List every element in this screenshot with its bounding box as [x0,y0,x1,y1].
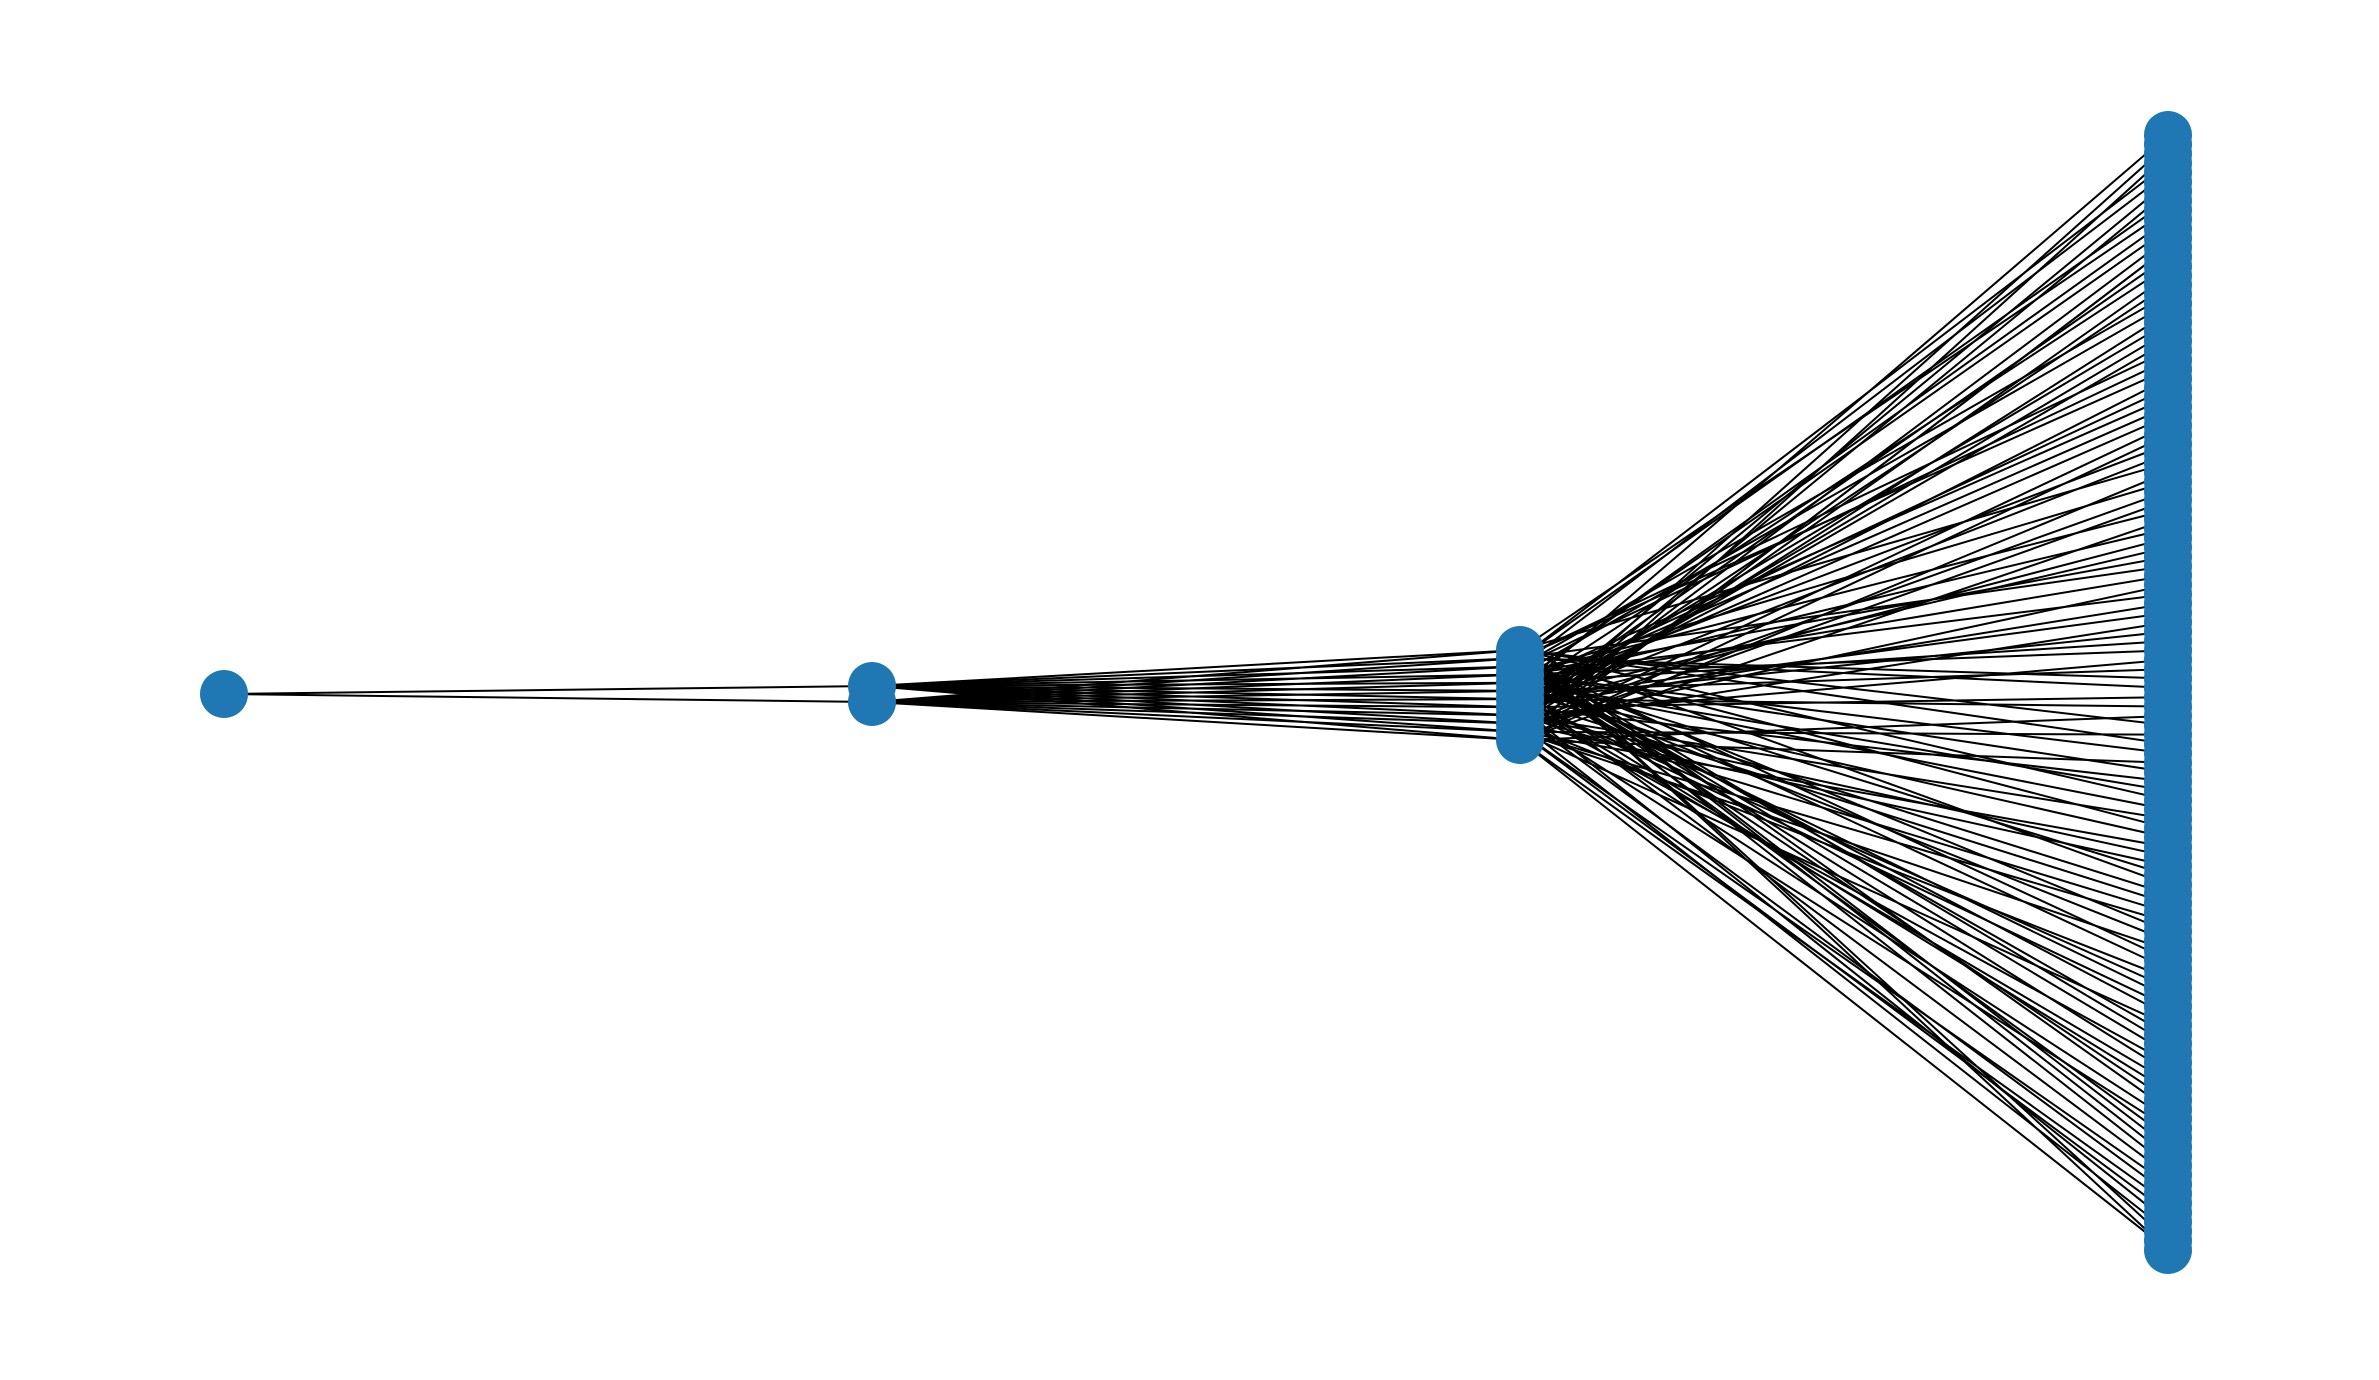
edge [1519,340,2169,717]
edge [1519,143,2169,725]
edge [1519,665,2169,970]
edge [1519,508,2169,676]
edge [1519,706,2169,1223]
edge [1519,730,2169,1027]
edge [1519,689,2169,839]
edge [1519,714,2169,1195]
edge [871,673,1521,703]
edge [871,701,1521,741]
edge [1519,518,2169,741]
edge [1519,583,2169,725]
edge [871,649,1521,703]
edge [1519,639,2169,684]
edge [1519,730,2169,1186]
edge [1519,665,2169,933]
edge [1519,433,2169,741]
edge [1519,739,2169,1204]
edge [1519,330,2169,717]
edge [871,698,1521,703]
edge [1519,246,2169,741]
edge [1519,227,2169,684]
edge [1519,714,2169,858]
edge [1519,706,2169,783]
graph-node-layer-1 [848,678,896,726]
edge [1519,265,2169,692]
edge [871,657,1521,687]
edge [1519,274,2169,733]
graph-node-layer-3 [2144,1226,2192,1274]
edge [1519,739,2169,764]
edge [1519,536,2169,709]
edge [1519,302,2169,676]
edge [871,701,1521,733]
edge [1519,730,2169,924]
graph-node-layer-2 [1496,716,1544,764]
edge [1519,730,2169,849]
edge [1519,714,2169,1130]
edge [1519,690,2169,1176]
edge [1519,722,2169,980]
edge [871,701,1521,717]
graph-node-layer-0 [200,670,248,718]
edge [1519,698,2169,1083]
edge [1519,649,2169,1148]
edge [1519,461,2169,651]
edge [871,701,1521,725]
edge [871,649,1521,687]
edge [871,665,1521,703]
edge [1519,657,2169,680]
edge [1519,630,2169,701]
edge [1519,452,2169,709]
edge-layer [223,134,2169,1251]
edge [1519,689,2169,895]
edge [1519,190,2169,725]
edge [1519,424,2169,733]
edge [1519,321,2169,709]
edge [1519,134,2169,692]
edge [871,657,1521,703]
edge [223,685,873,695]
edge [1519,152,2169,741]
edge [1519,471,2169,741]
edge [1519,199,2169,659]
edge [1519,730,2169,952]
edge [1519,490,2169,725]
edge [1519,714,2169,741]
edge [1519,218,2169,684]
edge [1519,162,2169,659]
edge [1519,499,2169,733]
node-layer [200,111,2192,1274]
edge [1519,722,2169,867]
edge [871,689,1521,703]
edge [1519,739,2169,1251]
edge [1519,358,2169,668]
edge [871,701,1521,709]
edge [223,693,873,703]
edge [1519,621,2169,725]
edge [1519,171,2169,668]
edge [1519,387,2169,692]
edge [871,681,1521,703]
edge [1519,657,2169,1167]
